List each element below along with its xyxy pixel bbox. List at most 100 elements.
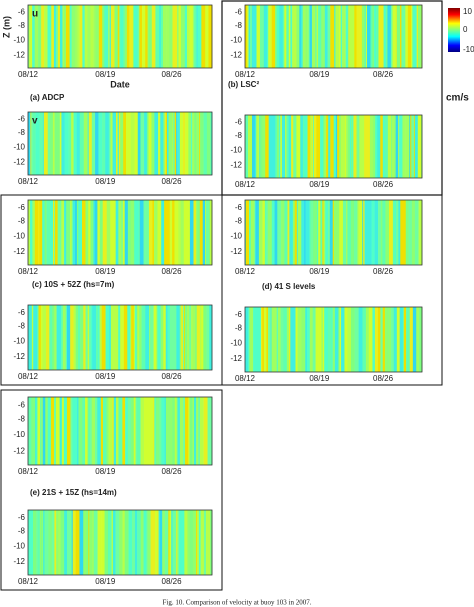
heatmap-stripe: [66, 510, 71, 575]
heatmap-stripe: [118, 305, 121, 370]
heatmap-stripe: [85, 305, 89, 370]
heatmap-stripe: [369, 115, 374, 178]
heatmap-stripe: [39, 112, 44, 175]
plot-frame: [27, 304, 213, 371]
heatmap-stripe: [254, 200, 256, 265]
heatmap-stripe: [72, 397, 74, 465]
heatmap-stripe: [395, 115, 399, 178]
heatmap-stripe: [309, 5, 313, 68]
heatmap-stripe: [144, 397, 148, 465]
heatmap-stripe: [245, 115, 249, 178]
heatmap-stripe: [253, 5, 257, 68]
heatmap-stripe: [118, 112, 121, 175]
heatmap-stripe: [35, 397, 37, 465]
heatmap-stripe: [102, 112, 106, 175]
heatmap-stripe: [113, 200, 116, 265]
heatmap-stripe: [284, 5, 287, 68]
heatmap-stripe: [98, 5, 103, 68]
plot-frame: [244, 114, 423, 179]
heatmap-stripe: [58, 510, 61, 575]
heatmap-stripe: [160, 112, 164, 175]
heatmap-stripe: [39, 200, 42, 265]
heatmap-stripe: [141, 112, 145, 175]
panel-label: (c) 10S + 52Z (hs=7m): [32, 280, 115, 289]
x-tick-label: 08/12: [18, 577, 39, 586]
heatmap-stripe: [139, 305, 142, 370]
heatmap-stripe: [202, 200, 206, 265]
heatmap-stripe: [180, 5, 186, 68]
heatmap-stripe: [38, 305, 42, 370]
heatmap-stripe: [158, 112, 161, 175]
heatmap-stripe: [31, 305, 34, 370]
heatmap-stripe: [52, 112, 55, 175]
heatmap-stripe: [125, 397, 129, 465]
heatmap-stripe: [61, 200, 65, 265]
heatmap-stripe: [136, 397, 141, 465]
heatmap-stripe: [79, 5, 83, 68]
heatmap-stripe: [150, 510, 154, 575]
heatmap-stripe: [381, 5, 384, 68]
heatmap-stripe: [260, 115, 263, 178]
heatmap-stripe: [112, 397, 115, 465]
heatmap-stripe: [177, 5, 179, 68]
heatmap-stripe: [52, 305, 55, 370]
heatmap-stripe: [380, 307, 383, 372]
heatmap-stripe: [83, 510, 87, 575]
heatmap-stripe: [143, 200, 146, 265]
y-tick-label: -10: [230, 232, 242, 241]
heatmap-stripe: [114, 112, 117, 175]
heatmap-stripe: [95, 5, 100, 68]
heatmap-stripe: [196, 200, 198, 265]
y-tick-label: -8: [18, 128, 26, 137]
x-tick-label: 08/12: [235, 374, 256, 383]
y-tick-label: -6: [235, 118, 243, 127]
heatmap-stripe: [148, 112, 152, 175]
heatmap-stripe: [292, 5, 295, 68]
heatmap-stripe: [79, 112, 85, 175]
heatmap-stripe: [31, 397, 36, 465]
heatmap-stripe: [362, 200, 364, 265]
x-tick-label: 08/12: [235, 70, 256, 79]
heatmap-stripe: [358, 307, 363, 372]
heatmap-stripe: [294, 5, 297, 68]
colorbar-unit: cm/s: [446, 93, 469, 104]
heatmap-stripe: [208, 5, 213, 68]
component-label: u: [32, 9, 38, 20]
heatmap-stripe: [188, 397, 190, 465]
x-tick-label: 08/19: [95, 177, 116, 186]
heatmap-stripe: [286, 307, 290, 372]
heatmap-stripe: [135, 305, 137, 370]
heatmap-stripe: [57, 200, 62, 265]
heatmap-stripe: [360, 5, 363, 68]
heatmap-stripe: [36, 510, 39, 575]
heatmap-stripe: [414, 200, 419, 265]
heatmap-stripe: [317, 200, 319, 265]
heatmap-stripe: [78, 200, 83, 265]
heatmap-stripe: [304, 200, 306, 265]
heatmap-stripe: [336, 200, 340, 265]
heatmap-stripe: [72, 510, 76, 575]
heatmap-stripe: [102, 397, 107, 465]
plot-frame: [244, 199, 423, 266]
heatmap-stripe: [47, 112, 51, 175]
heatmap-stripe: [109, 305, 112, 370]
heatmap-stripe: [97, 200, 101, 265]
heatmap-stripe: [378, 200, 380, 265]
heatmap-stripe: [108, 397, 113, 465]
heatmap-stripe: [88, 112, 93, 175]
x-tick-label: 08/26: [162, 267, 183, 276]
heatmap-stripe: [321, 307, 324, 372]
heatmap-stripe: [56, 305, 61, 370]
heatmap-stripe: [392, 5, 395, 68]
heatmap-stripe: [147, 510, 151, 575]
y-tick-label: -10: [13, 542, 25, 551]
heatmap-stripe: [203, 397, 208, 465]
heatmap-stripe: [196, 5, 198, 68]
y-tick-label: -6: [18, 8, 26, 17]
heatmap-stripe: [101, 305, 106, 370]
heatmap-stripe: [384, 307, 388, 372]
heatmap-stripe: [187, 510, 191, 575]
heatmap-stripe: [199, 305, 202, 370]
heatmap-stripe: [164, 397, 167, 465]
heatmap-stripe: [396, 5, 401, 68]
